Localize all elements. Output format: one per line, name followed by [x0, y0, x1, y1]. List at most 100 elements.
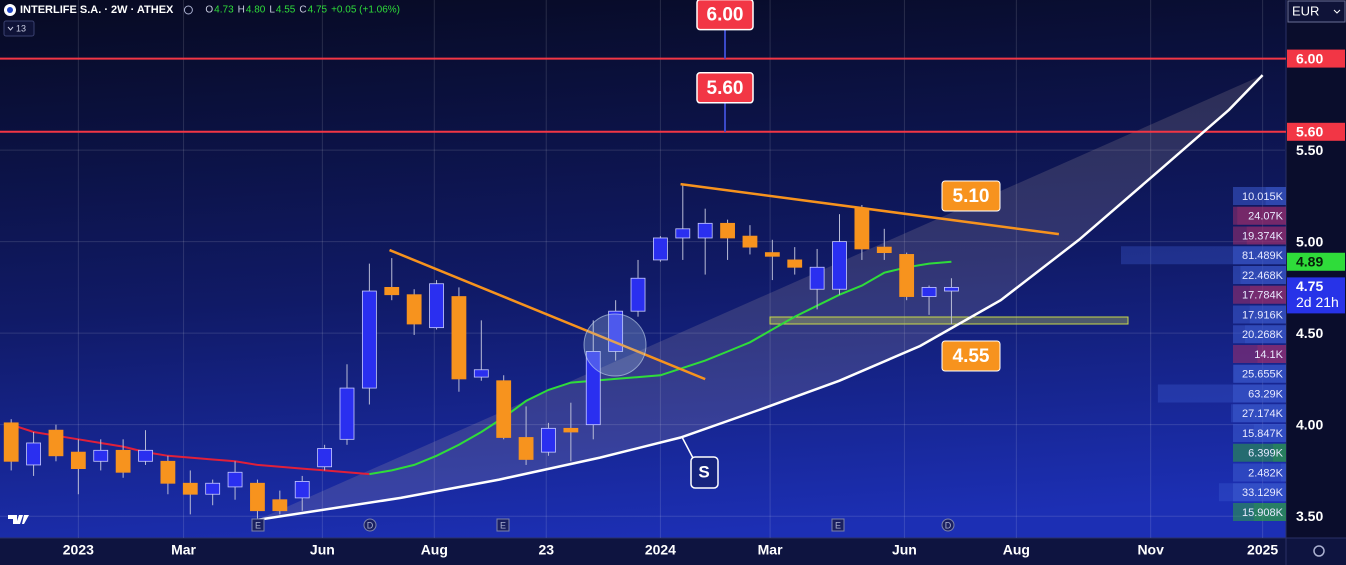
- event-marker: [363, 518, 377, 532]
- volume-label-box: [1233, 364, 1286, 383]
- y-tick-label: 3.50: [1296, 508, 1323, 524]
- annotation-box: [941, 340, 1001, 372]
- annotation-text: S: [698, 462, 709, 481]
- candle-body: [563, 427, 579, 433]
- candle-body: [406, 294, 422, 325]
- candle-body: [697, 222, 713, 239]
- volume-label-box: [1233, 305, 1286, 324]
- trendline: [389, 248, 706, 381]
- volume-label-box: [1233, 206, 1286, 225]
- x-tick-label: Aug: [1003, 542, 1030, 558]
- event-marker: [941, 518, 955, 532]
- last-price-box: [1287, 277, 1345, 314]
- event-marker: [831, 518, 845, 532]
- candle-body: [742, 235, 758, 248]
- x-tick-label: 2023: [63, 542, 94, 558]
- volume-label-box: [1233, 483, 1286, 502]
- volume-label: 19.374K: [1242, 230, 1284, 242]
- price-axis-level-box: [1287, 122, 1345, 141]
- candle-body: [876, 246, 892, 254]
- x-tick-label: Aug: [421, 542, 448, 558]
- logo: [8, 515, 29, 524]
- volume-label: 27.174K: [1242, 408, 1284, 420]
- ohlc-key: H: [238, 5, 245, 16]
- volume-label: 15.908K: [1242, 507, 1284, 519]
- candle-body: [518, 437, 534, 460]
- candle-body: [429, 283, 444, 329]
- candle-body: [944, 286, 959, 292]
- time-axis-strip: [0, 538, 1346, 565]
- volume-label-box: [1233, 226, 1286, 245]
- currency-button[interactable]: [1287, 0, 1346, 23]
- event-marker: [251, 518, 265, 532]
- candle-body: [921, 286, 937, 297]
- symbol-menu-icon[interactable]: [183, 5, 193, 15]
- x-tick-label: Mar: [758, 542, 783, 558]
- candle-body: [496, 380, 512, 438]
- trendline: [680, 182, 1060, 236]
- x-tick-label: Jun: [310, 542, 335, 558]
- event-label: E: [500, 520, 506, 530]
- volume-label-box: [1233, 424, 1286, 442]
- moving-average: [10, 423, 370, 476]
- annotation-box: [941, 180, 1001, 212]
- candle-body: [26, 442, 41, 466]
- candle-body: [720, 222, 735, 239]
- volume-label: 15.847K: [1242, 428, 1284, 440]
- volume-label-box: [1233, 404, 1286, 423]
- annotation-box: [690, 456, 719, 489]
- settings-icon[interactable]: [1313, 545, 1325, 557]
- candle-body: [451, 296, 467, 380]
- annotation-text: 5.10: [953, 186, 990, 207]
- x-tick-label: 23: [538, 542, 554, 558]
- volume-label: 22.468K: [1242, 270, 1284, 282]
- candle-body: [182, 482, 198, 495]
- ohlc-value: 4.73: [214, 5, 234, 16]
- level-label-box: [696, 72, 754, 104]
- candle-body: [630, 277, 646, 312]
- candle-body: [272, 499, 288, 512]
- annotation-text: 4.55: [953, 346, 990, 367]
- candle-body: [93, 449, 109, 462]
- candle-body: [339, 387, 355, 440]
- volume-label-box: [1233, 384, 1286, 403]
- symbol-icon-inner: [7, 7, 13, 13]
- indicator-toggle[interactable]: [3, 20, 35, 37]
- ohlc-value: 4.80: [246, 5, 266, 16]
- volume-label: 17.784K: [1242, 290, 1284, 302]
- ohlc-key: O: [205, 5, 213, 16]
- volume-label-box: [1233, 285, 1286, 304]
- x-tick-label: Mar: [171, 542, 196, 558]
- volume-label-box: [1233, 443, 1286, 462]
- volume-label: 63.29K: [1248, 388, 1284, 400]
- volume-label-box: [1233, 325, 1286, 344]
- candle-body: [787, 259, 803, 268]
- x-tick-label: Jun: [892, 542, 917, 558]
- candle-body: [205, 482, 221, 495]
- level-label: 6.00: [707, 5, 744, 26]
- event-label: D: [945, 520, 952, 530]
- ohlc-value: 4.75: [308, 5, 328, 16]
- volume-label: 24.07K: [1248, 211, 1284, 223]
- candle-body: [250, 482, 265, 512]
- candle-body: [160, 460, 176, 484]
- volume-label-box: [1233, 246, 1286, 265]
- volume-label-box: [1233, 266, 1286, 284]
- event-label: D: [367, 520, 374, 530]
- countdown-label: 2d 21h: [1296, 294, 1339, 310]
- candle-body: [138, 449, 153, 462]
- currency-caret: [1333, 9, 1341, 14]
- highlight-circle: [583, 313, 647, 377]
- candle-body: [115, 449, 131, 473]
- volume-label: 2.482K: [1248, 467, 1284, 479]
- last-price-label: 4.75: [1296, 278, 1323, 294]
- candle-body: [854, 208, 870, 250]
- indicator-count[interactable]: 13: [16, 23, 26, 33]
- price-axis-level-box: [1287, 49, 1345, 68]
- currency-label[interactable]: EUR: [1292, 3, 1319, 18]
- event-label: E: [255, 520, 261, 530]
- symbol-title: INTERLIFE S.A. · 2W · ATHEX: [20, 4, 174, 16]
- x-tick-label: 2024: [645, 542, 676, 558]
